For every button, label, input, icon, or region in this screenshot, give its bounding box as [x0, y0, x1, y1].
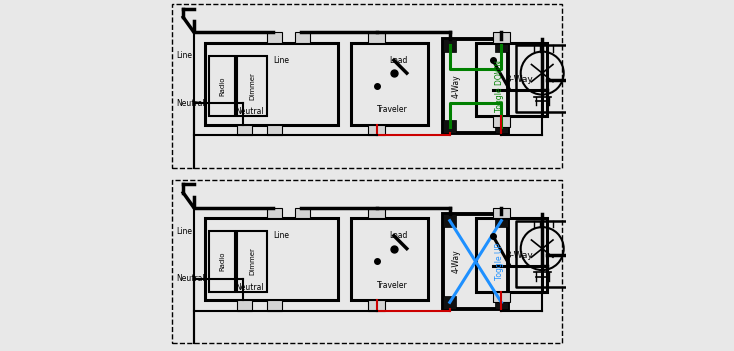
Text: Neutral: Neutral: [235, 107, 264, 116]
Bar: [368, 208, 385, 218]
Text: Neutral: Neutral: [177, 99, 206, 108]
Bar: [205, 218, 338, 300]
Bar: [476, 218, 547, 292]
Bar: [368, 125, 385, 135]
Bar: [495, 120, 508, 133]
Text: Line: Line: [177, 51, 193, 60]
Bar: [443, 214, 457, 227]
Text: Neutral: Neutral: [177, 274, 206, 283]
Bar: [237, 231, 267, 292]
Bar: [267, 300, 282, 311]
Bar: [295, 208, 310, 218]
Bar: [493, 32, 510, 43]
Bar: [237, 125, 252, 135]
Text: Line: Line: [274, 231, 289, 240]
Bar: [443, 39, 508, 133]
Bar: [351, 43, 428, 125]
Text: Toggle UP: Toggle UP: [495, 243, 504, 280]
Text: Load: Load: [390, 56, 408, 65]
Bar: [205, 43, 338, 125]
Text: 4-Way: 4-Way: [451, 74, 461, 98]
Bar: [443, 296, 457, 309]
Text: Traveler: Traveler: [377, 281, 407, 290]
Bar: [493, 116, 510, 127]
Text: Radio: Radio: [219, 252, 225, 271]
Bar: [495, 39, 508, 52]
Text: 3-Way: 3-Way: [506, 251, 534, 259]
Text: Neutral: Neutral: [235, 283, 264, 292]
Bar: [517, 45, 568, 112]
Text: Line: Line: [274, 56, 289, 65]
Bar: [351, 218, 428, 300]
Bar: [495, 296, 508, 309]
Bar: [476, 43, 547, 116]
Bar: [295, 32, 310, 43]
Bar: [443, 214, 508, 309]
Bar: [368, 300, 385, 311]
Bar: [495, 214, 508, 227]
Bar: [237, 56, 267, 116]
Bar: [267, 125, 282, 135]
Text: Traveler: Traveler: [377, 105, 407, 114]
Bar: [443, 120, 457, 133]
Bar: [368, 32, 385, 43]
Bar: [493, 292, 510, 302]
Text: Dimmer: Dimmer: [249, 72, 255, 100]
Bar: [209, 56, 235, 116]
Text: Radio: Radio: [219, 76, 225, 96]
Bar: [209, 231, 235, 292]
Bar: [493, 208, 510, 218]
Text: 3-Way: 3-Way: [506, 75, 534, 84]
Text: Dimmer: Dimmer: [249, 247, 255, 276]
Text: Toggle DOWN: Toggle DOWN: [495, 60, 504, 112]
Bar: [517, 221, 568, 287]
Text: Line: Line: [177, 227, 193, 236]
Bar: [267, 208, 282, 218]
Text: Load: Load: [390, 231, 408, 240]
Bar: [443, 39, 457, 52]
Text: 4-Way: 4-Way: [451, 250, 461, 273]
Bar: [267, 32, 282, 43]
Bar: [237, 300, 252, 311]
